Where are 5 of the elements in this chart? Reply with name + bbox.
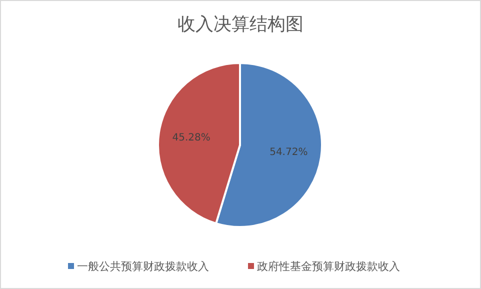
data-label: 45.28% [172,132,210,144]
legend-label: 一般公共预算财政拨款收入 [77,260,209,274]
data-label: 54.72% [270,147,308,158]
chart-title: 收入决算结构图 [178,14,304,35]
legend-label: 政府性基金预算财政拨款收入 [257,260,400,274]
